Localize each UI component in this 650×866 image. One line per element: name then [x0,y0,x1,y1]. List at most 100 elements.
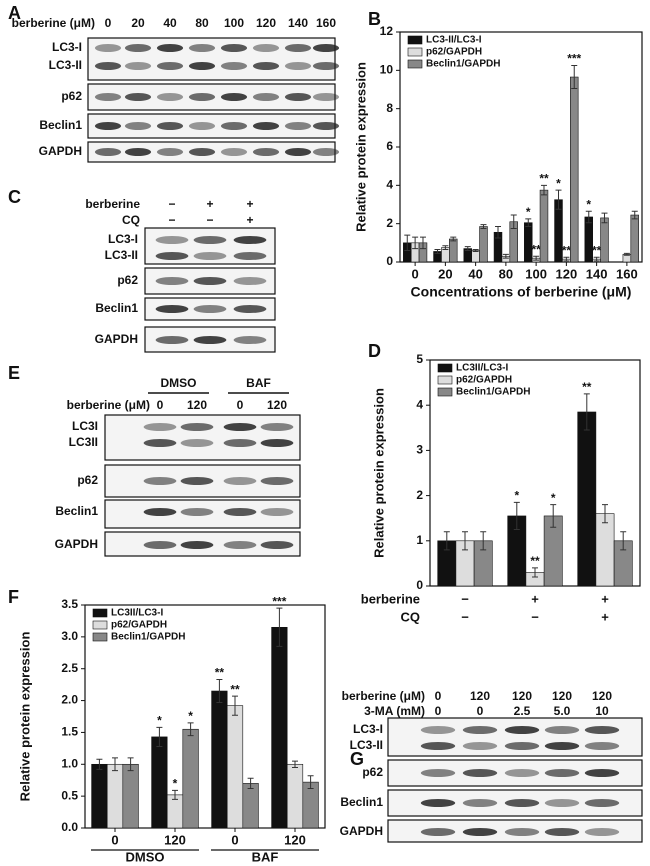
band [223,423,257,431]
band [124,62,152,70]
band [193,277,227,285]
error-bar [462,531,468,551]
significance: ** [562,243,572,257]
band [180,439,214,447]
band [312,93,340,101]
band [462,769,498,777]
bar [122,763,139,829]
error-bar [525,218,532,228]
band [94,93,122,101]
bar [182,728,199,829]
band [193,305,227,313]
lane-label: 0 [477,704,484,718]
band [188,122,216,130]
lane-label: 10 [595,704,609,718]
lane-label: 100 [224,16,244,30]
band [143,439,177,447]
legend-label: Beclin1/GAPDH [456,387,530,398]
legend-swatch [437,363,453,373]
blot-header-label: CQ [122,213,140,227]
error-bar [96,758,103,770]
band [155,236,189,244]
blot-row-label: LC3-II [105,248,138,262]
bar [595,513,615,587]
lane-label: + [246,197,253,211]
band [220,93,248,101]
legend-label: p62/GAPDH [111,620,167,631]
x-row-value: + [601,591,609,606]
significance: * [556,176,561,190]
legend-swatch [92,620,108,630]
bar [577,411,597,587]
y-tick-label: 0 [386,254,393,268]
panel-letter: G [350,749,364,769]
error-bar [112,757,118,772]
band [584,742,620,750]
band [462,828,498,836]
band [544,726,580,734]
band [124,148,152,156]
error-bar [620,531,627,551]
band [284,93,312,101]
blot-frame [387,717,643,757]
bar [151,736,168,829]
legend-swatch [407,35,423,45]
band [504,726,540,734]
lane-label: 120 [470,689,490,703]
band [188,93,216,101]
legend-swatch [92,632,108,642]
error-bar [247,777,254,789]
error-bar [555,189,562,210]
lane-label: − [168,213,175,227]
band [312,44,340,52]
blot-row-label: Beclin1 [340,795,383,809]
bar [449,238,458,263]
x-row-label: CQ [401,609,421,624]
legend-swatch [437,375,453,385]
lane-label: 0 [435,689,442,703]
significance: ** [230,682,240,696]
band [193,252,227,260]
band [312,122,340,130]
band [284,62,312,70]
y-axis-title: Relative protein expression [353,62,368,232]
lane-label: 140 [288,16,308,30]
band [252,44,280,52]
x-tick-label: 100 [525,266,547,281]
x-tick-label: 0 [231,832,238,847]
error-bar [434,249,441,254]
error-bar [450,236,457,242]
blot-row-label: Beclin1 [39,118,82,132]
y-tick-label: 1 [416,533,423,547]
band [156,148,184,156]
band [156,122,184,130]
band [462,742,498,750]
x-tick-label: 40 [468,266,482,281]
panel-letter: C [8,187,21,207]
band [260,423,294,431]
significance: * [173,777,178,791]
blot-row-label: LC3-II [49,58,82,72]
error-bar [480,531,487,551]
band [544,742,580,750]
bar [539,189,549,263]
band [584,726,620,734]
lane-label: 40 [163,16,177,30]
band [584,769,620,777]
blot-row-label: p62 [117,273,138,287]
bar [302,781,319,829]
y-tick-label: 12 [380,24,394,38]
x-tick-label: 140 [586,266,608,281]
x-tick-label: 20 [438,266,452,281]
band [312,148,340,156]
error-bar [583,393,590,431]
blot-row-label: p62 [61,89,82,103]
band [252,122,280,130]
band [504,742,540,750]
y-tick-label: 6 [386,139,393,153]
band [420,769,456,777]
band [180,508,214,516]
error-bar [443,531,450,551]
y-tick-label: 8 [386,101,393,115]
band [223,508,257,516]
